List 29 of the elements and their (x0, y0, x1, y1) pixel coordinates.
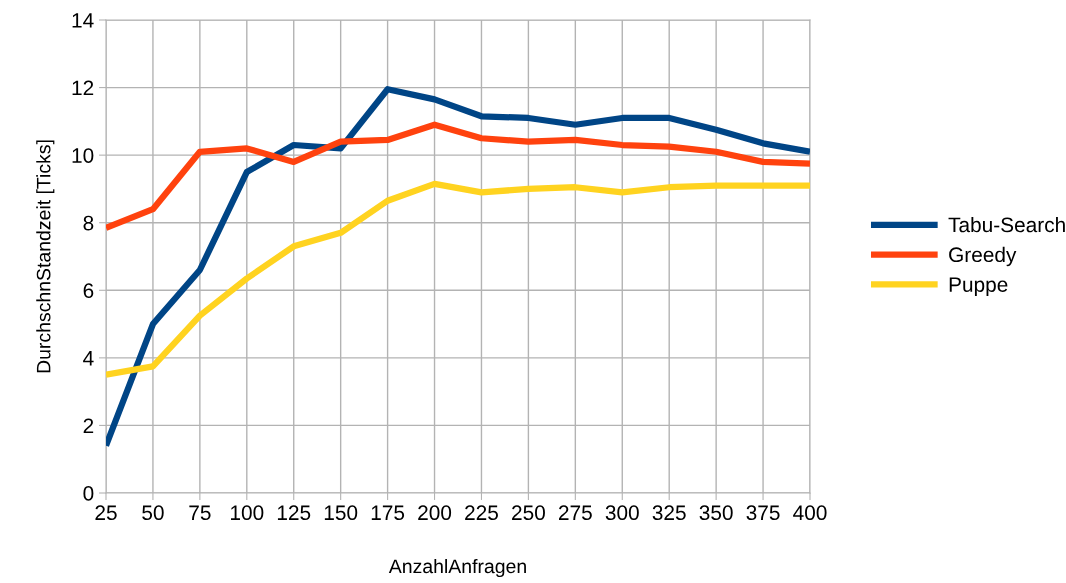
x-tick-label: 275 (559, 505, 592, 521)
y-tick-label: 6 (83, 283, 94, 299)
x-axis-title: AnzahlAnfragen (388, 558, 526, 578)
x-tick-label: 150 (324, 505, 358, 521)
y-tick-label: 12 (72, 80, 94, 96)
x-tick-label: 25 (95, 505, 117, 521)
x-tick-label: 50 (142, 505, 164, 521)
legend-label: Greedy (949, 246, 1017, 267)
x-tick-label: 325 (652, 505, 686, 521)
x-tick-label: 175 (371, 505, 405, 521)
x-tick-label: 125 (277, 505, 311, 521)
x-tick-label: 400 (793, 505, 827, 521)
y-tick-label: 4 (83, 351, 94, 366)
x-tick-label: 300 (605, 505, 639, 521)
y-axis-title: DurchschnStandzeit [Ticks] (36, 140, 55, 373)
y-tick-label: 8 (83, 215, 94, 231)
y-tick-label: 0 (83, 486, 94, 501)
y-tick-label: 14 (72, 13, 94, 28)
legend-label: Puppe (949, 277, 1008, 297)
x-tick-label: 375 (746, 505, 780, 521)
y-tick-label: 10 (72, 148, 94, 163)
x-tick-label: 75 (189, 505, 211, 521)
y-tick-label: 2 (83, 418, 94, 433)
x-tick-label: 250 (512, 505, 545, 521)
x-tick-label: 350 (699, 505, 733, 521)
x-tick-label: 100 (231, 505, 264, 521)
legend-label: Tabu-Search (948, 216, 1065, 233)
x-tick-label: 200 (418, 505, 452, 521)
x-tick-label: 225 (465, 505, 498, 521)
